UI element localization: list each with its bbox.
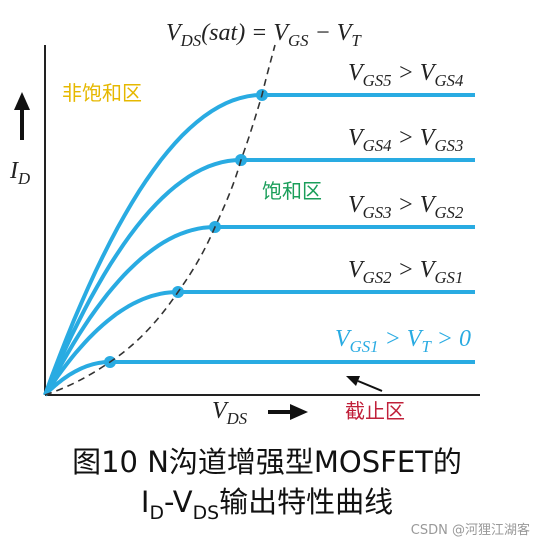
subscript: GS2 [363, 268, 393, 287]
text-part: V [166, 20, 183, 46]
subscript: GS1 [350, 337, 379, 356]
text-part: > V [379, 326, 424, 352]
text-part: V [212, 398, 229, 424]
x-axis-label: VDS [212, 398, 248, 428]
text-part: V [348, 125, 365, 151]
cutoff-arrow-head [346, 376, 360, 386]
caption-line1: 图10 N沟道增强型MOSFET的 [72, 445, 462, 479]
text-part: > 0 [431, 326, 471, 352]
characteristic-curve [43, 158, 475, 396]
region-saturation: 饱和区 [262, 179, 322, 203]
characteristic-curve [43, 360, 475, 397]
subscript: DS [180, 31, 202, 50]
subscript: GS3 [363, 203, 392, 222]
subscript: GS4 [434, 71, 464, 90]
subscript: GS4 [363, 136, 393, 155]
region-cutoff: 截止区 [345, 399, 405, 423]
text-part: V [348, 257, 365, 283]
text-part: > V [392, 192, 437, 218]
subscript: GS2 [434, 203, 464, 222]
subscript: GS5 [363, 71, 392, 90]
curve-label: VGS1 > VT > 0 [335, 326, 471, 356]
text-part: I [141, 485, 150, 519]
text-part: -V [164, 485, 193, 519]
characteristic-curve [43, 225, 475, 396]
subscript: DS [193, 503, 219, 524]
text-part: > V [392, 257, 437, 283]
subscript: T [351, 31, 362, 50]
text-part: 输出特性曲线 [219, 485, 393, 519]
subscript: GS [288, 31, 309, 50]
text-part: V [348, 60, 365, 86]
subscript: DS [226, 409, 248, 428]
x-arrow-head [290, 404, 308, 420]
text-part: − V [309, 20, 354, 46]
characteristic-curve [43, 290, 475, 397]
sat-label: VDS(sat) = VGS − VT [166, 20, 362, 50]
curve-label: VGS2 > VGS1 [348, 257, 463, 287]
y-arrow-head [14, 92, 30, 110]
region-linear: 非饱和区 [62, 81, 142, 105]
curve-label: VGS5 > VGS4 [348, 60, 464, 90]
subscript: T [421, 337, 432, 356]
text-part: > V [392, 60, 437, 86]
watermark: CSDN @河狸江湖客 [411, 522, 530, 538]
text-part: (sat) = V [201, 20, 290, 46]
text-part: I [9, 158, 19, 184]
axes [44, 45, 480, 396]
subscript: GS1 [434, 268, 463, 287]
subscript: D [149, 503, 164, 524]
text-part: V [335, 326, 352, 352]
cutoff-arrow [357, 380, 383, 392]
characteristic-curve [43, 93, 475, 396]
saturation-boundary [44, 44, 276, 396]
subscript: GS3 [434, 136, 463, 155]
text-part: > V [392, 125, 437, 151]
curve-label: VGS4 > VGS3 [348, 125, 463, 155]
caption-line2: ID-VDS输出特性曲线 [141, 485, 393, 524]
subscript: D [17, 169, 30, 188]
curve-label: VGS3 > VGS2 [348, 192, 464, 222]
y-axis-label: ID [9, 158, 30, 188]
text-part: V [348, 192, 365, 218]
